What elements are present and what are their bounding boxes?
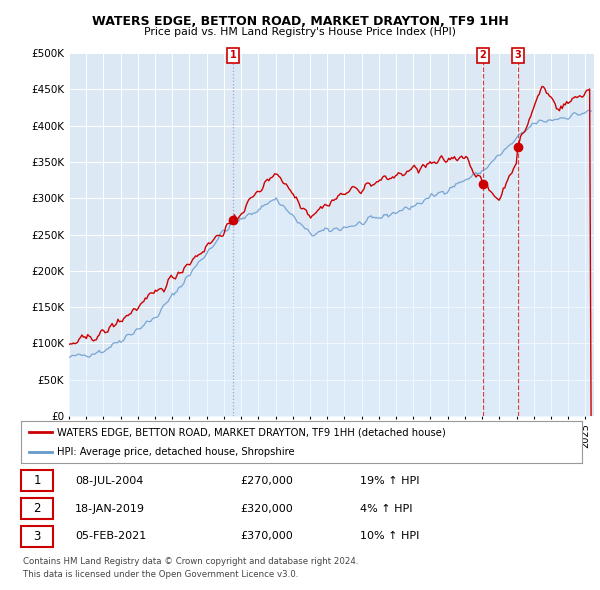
Text: £270,000: £270,000 [240, 476, 293, 486]
Text: 3: 3 [34, 530, 41, 543]
Text: 1: 1 [229, 50, 236, 60]
Text: This data is licensed under the Open Government Licence v3.0.: This data is licensed under the Open Gov… [23, 571, 298, 579]
Text: 2: 2 [34, 502, 41, 515]
Text: WATERS EDGE, BETTON ROAD, MARKET DRAYTON, TF9 1HH (detached house): WATERS EDGE, BETTON ROAD, MARKET DRAYTON… [58, 427, 446, 437]
Text: 18-JAN-2019: 18-JAN-2019 [75, 504, 145, 513]
Text: 4% ↑ HPI: 4% ↑ HPI [360, 504, 413, 513]
Text: 05-FEB-2021: 05-FEB-2021 [75, 532, 146, 541]
Text: 2: 2 [479, 50, 487, 60]
Text: £320,000: £320,000 [240, 504, 293, 513]
Text: Price paid vs. HM Land Registry's House Price Index (HPI): Price paid vs. HM Land Registry's House … [144, 27, 456, 37]
Text: £370,000: £370,000 [240, 532, 293, 541]
Text: Contains HM Land Registry data © Crown copyright and database right 2024.: Contains HM Land Registry data © Crown c… [23, 558, 358, 566]
Text: 1: 1 [34, 474, 41, 487]
Text: 08-JUL-2004: 08-JUL-2004 [75, 476, 143, 486]
Text: HPI: Average price, detached house, Shropshire: HPI: Average price, detached house, Shro… [58, 447, 295, 457]
Text: 10% ↑ HPI: 10% ↑ HPI [360, 532, 419, 541]
Text: 3: 3 [515, 50, 521, 60]
Text: WATERS EDGE, BETTON ROAD, MARKET DRAYTON, TF9 1HH: WATERS EDGE, BETTON ROAD, MARKET DRAYTON… [92, 15, 508, 28]
Text: 19% ↑ HPI: 19% ↑ HPI [360, 476, 419, 486]
